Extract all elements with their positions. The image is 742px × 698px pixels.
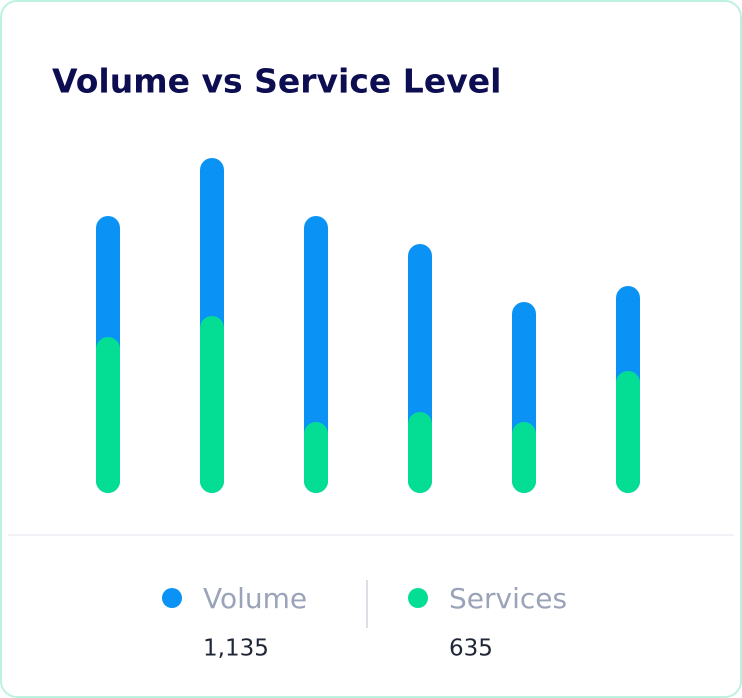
- bar: [200, 316, 224, 493]
- bar: [304, 422, 328, 493]
- bar: [616, 371, 640, 493]
- legend-total: 635: [449, 636, 493, 662]
- chart-title: Volume vs Service Level: [52, 62, 501, 101]
- legend-dot: [408, 588, 428, 608]
- legend-total: 1,135: [203, 636, 269, 662]
- legend-dot: [162, 588, 182, 608]
- bar: [512, 422, 536, 493]
- legend-label: Volume: [203, 582, 307, 615]
- legend-label: Services: [449, 582, 567, 615]
- bar: [96, 337, 120, 493]
- bar: [408, 412, 432, 493]
